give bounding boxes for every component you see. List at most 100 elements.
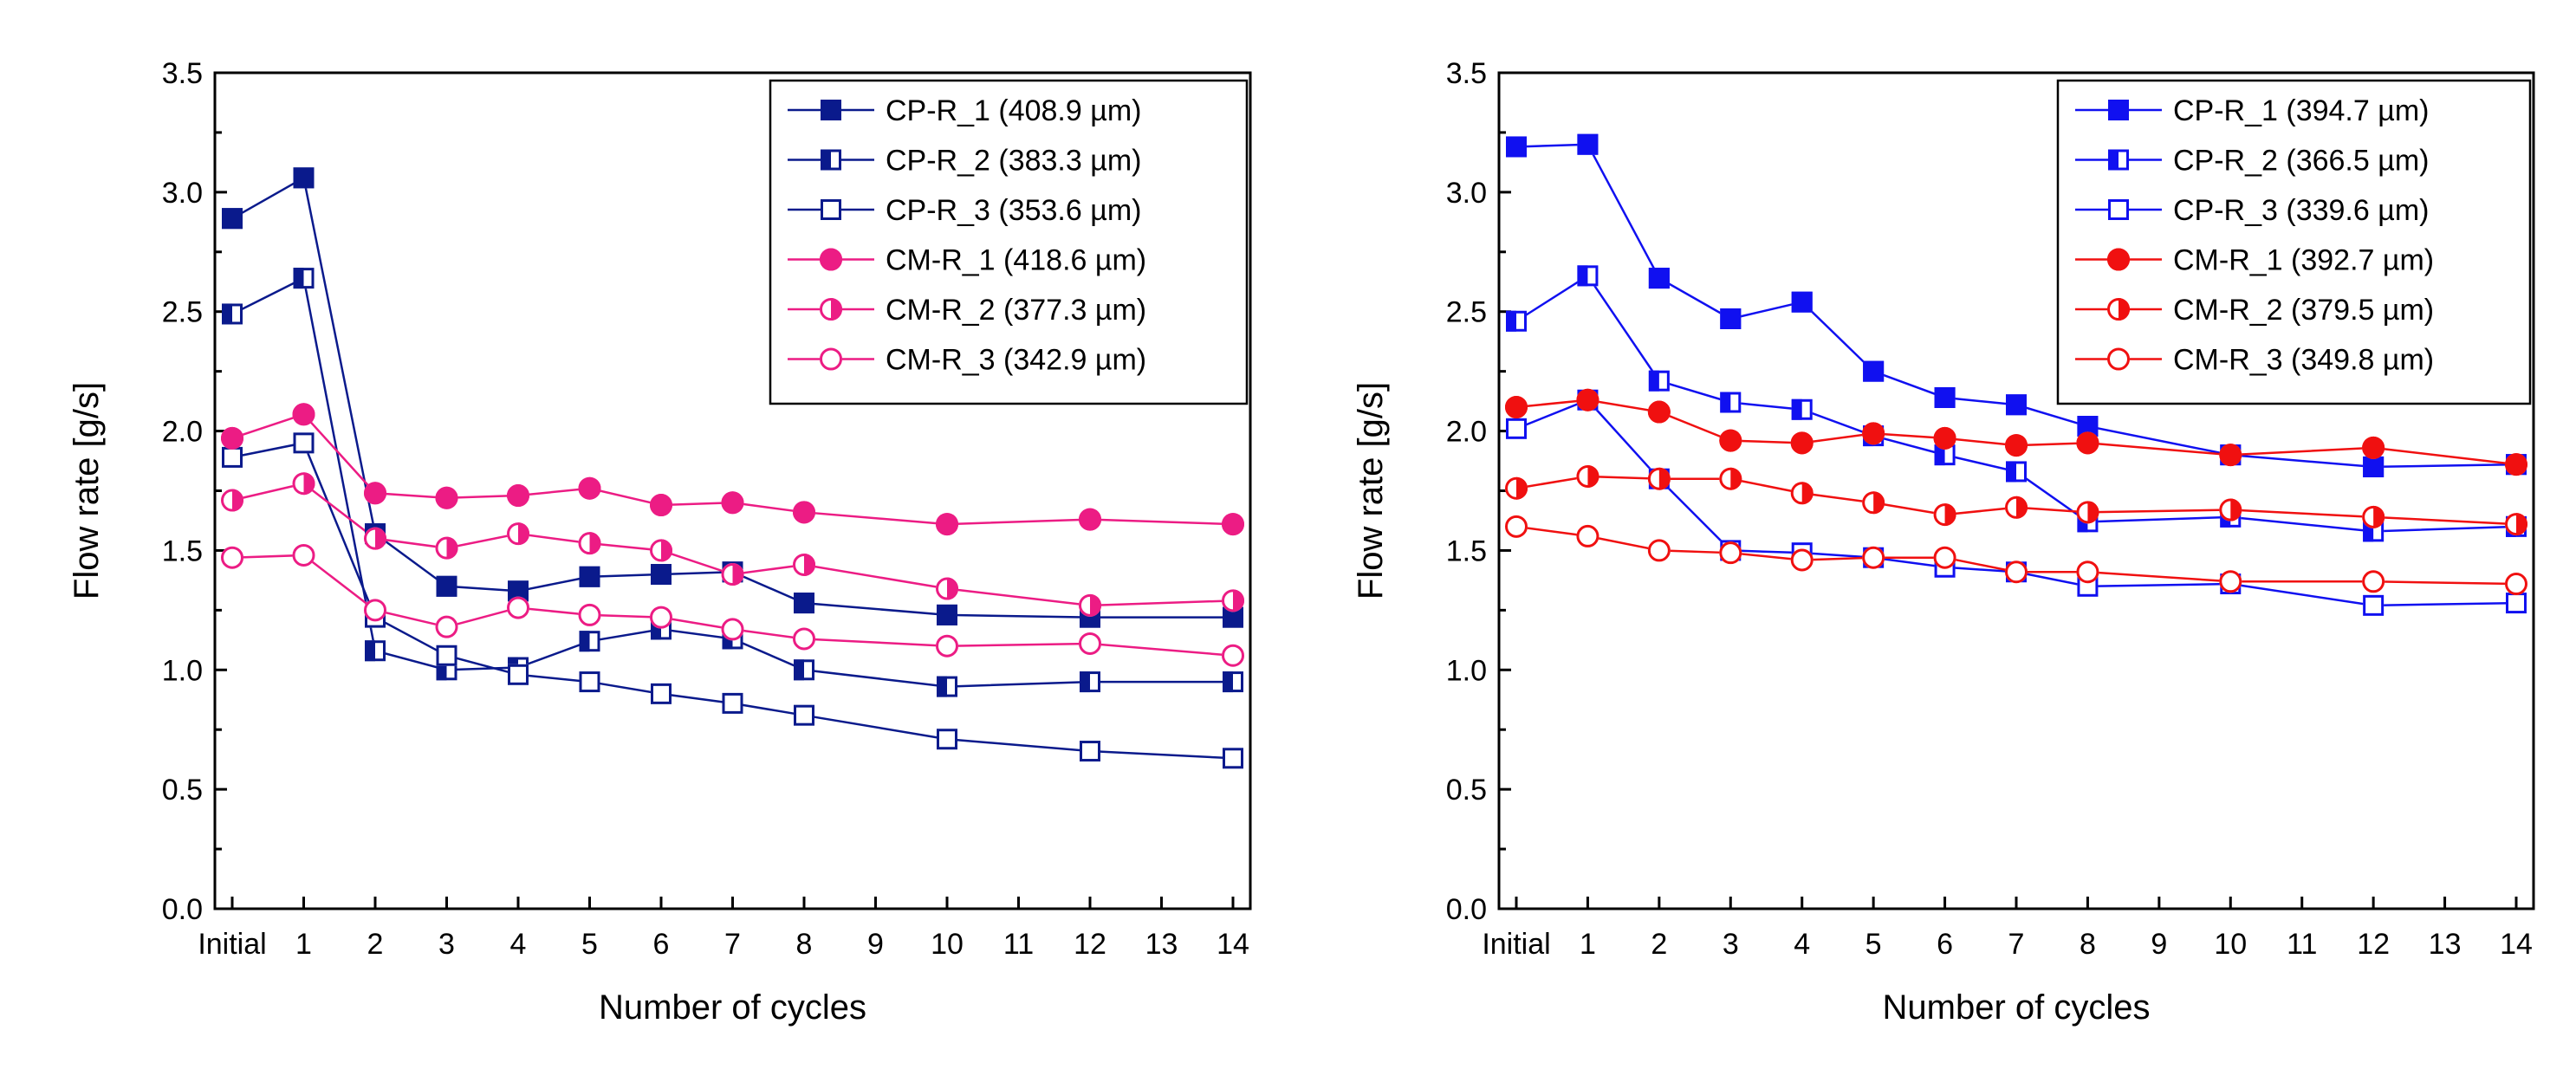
- legend-marker-3-bg: [821, 199, 841, 220]
- data-point-s6-9: [936, 634, 958, 658]
- data-point-s6-1-bg: [292, 543, 315, 567]
- data-point-s5-11: [1222, 589, 1244, 612]
- data-point-s2-9-outline: [937, 676, 957, 697]
- legend-marker-6: [2107, 347, 2130, 371]
- data-point-s4-7-fill: [2005, 434, 2028, 457]
- data-point-s5-8-outline: [2076, 501, 2099, 524]
- x-tick-label: 5: [581, 928, 598, 961]
- data-point-s6-9-outline: [936, 634, 958, 658]
- data-point-s1-2-outline: [1648, 268, 1670, 289]
- data-point-s1-5: [1863, 360, 1885, 382]
- legend-marker-3: [821, 199, 841, 220]
- data-point-s1-6-outline: [651, 564, 672, 585]
- y-tick-label: 3.5: [162, 57, 203, 90]
- x-tick-label: 9: [867, 928, 884, 961]
- data-point-s5-8: [2076, 501, 2099, 524]
- x-tick-label: 2: [367, 928, 384, 961]
- legend-marker-3: [2108, 199, 2129, 220]
- data-point-s6-6-outline: [1933, 546, 1956, 569]
- legend-marker-1: [2108, 100, 2129, 120]
- x-tick-label: 8: [2080, 928, 2096, 961]
- data-point-s4-7-outline: [721, 491, 744, 515]
- data-point-s3-6: [651, 683, 672, 704]
- x-tick-label: 8: [796, 928, 813, 961]
- legend-marker-4-outline: [2107, 248, 2130, 271]
- data-point-s5-2-outline: [1647, 467, 1671, 490]
- data-point-s4-2: [364, 482, 386, 505]
- x-tick-label: 9: [2151, 928, 2167, 961]
- series-line-4: [231, 412, 1234, 526]
- legend-marker-6-outline: [820, 347, 842, 371]
- data-point-s2-0-outline: [1506, 310, 1527, 332]
- data-point-s3-0-bg: [1506, 418, 1527, 439]
- data-point-s1-9-outline: [937, 604, 957, 625]
- data-point-s2-4-outline: [1791, 398, 1813, 420]
- data-point-s5-2: [364, 527, 386, 550]
- data-point-s6-7-outline: [2005, 560, 2028, 584]
- data-point-s1-2-fill: [1648, 268, 1670, 289]
- chart-panel-2: Initial 1 2 3 4 5 6 7 8 9 10 11 12 13 140.00.51.01.52.…: [1352, 57, 2535, 1027]
- data-point-s3-9: [937, 729, 957, 750]
- data-point-s3-0: [222, 446, 243, 468]
- data-point-s5-6-outline: [650, 539, 672, 562]
- data-point-s6-5: [1862, 546, 1885, 569]
- data-point-s6-3-bg: [435, 615, 458, 638]
- legend-marker-1: [821, 100, 841, 120]
- data-point-s6-3: [435, 615, 458, 638]
- x-tick-label: 3: [438, 928, 455, 961]
- data-point-s5-3-outline: [435, 536, 458, 560]
- data-point-s2-1: [1577, 265, 1599, 287]
- data-point-s5-10: [2362, 505, 2385, 528]
- data-point-s6-6-bg: [1933, 546, 1956, 569]
- x-tick-label: 5: [1865, 928, 1882, 961]
- x-tick-label: 2: [1651, 928, 1667, 961]
- data-point-s1-1-fill: [1577, 133, 1599, 155]
- data-point-s2-1: [293, 268, 315, 289]
- data-point-s1-3-outline: [1720, 308, 1742, 329]
- data-point-s6-10-outline: [1079, 632, 1101, 655]
- data-point-s6-4: [1790, 548, 1814, 572]
- data-point-s4-1: [1576, 388, 1599, 411]
- legend-marker-4-fill: [2107, 248, 2130, 271]
- y-tick-label: 0.5: [1446, 774, 1487, 807]
- legend-marker-3-bg: [2108, 199, 2129, 220]
- data-point-s1-4: [1791, 291, 1813, 313]
- data-point-s6-9-bg: [2219, 570, 2242, 593]
- data-point-s6-1-outline: [292, 543, 315, 567]
- data-point-s5-3-outline: [1719, 467, 1742, 490]
- data-point-s6-5-outline: [578, 603, 601, 626]
- data-point-s1-0: [222, 208, 243, 230]
- legend-marker-1-fill: [2108, 100, 2129, 120]
- data-point-s6-3: [1719, 541, 1742, 565]
- data-point-s4-0-outline: [1505, 396, 1528, 418]
- data-point-s5-7-outline: [2005, 496, 2028, 519]
- legend-box: [2056, 79, 2532, 405]
- data-point-s3-4: [508, 664, 529, 685]
- data-point-s4-7-outline: [2005, 434, 2028, 457]
- data-point-s1-5-fill: [1863, 360, 1885, 382]
- data-point-s3-10: [2363, 594, 2385, 616]
- data-point-s4-9-outline: [2219, 444, 2242, 467]
- data-point-s4-10: [2362, 436, 2385, 459]
- y-tick-label: 0.0: [162, 893, 203, 926]
- data-point-s5-1: [1576, 464, 1599, 488]
- data-point-s1-5: [579, 566, 600, 587]
- legend-marker-2: [2108, 149, 2129, 171]
- data-point-s3-5-bg: [579, 671, 600, 693]
- y-tick-label: 2.5: [1446, 296, 1487, 329]
- data-point-s4-1: [292, 403, 315, 426]
- data-point-s6-10: [2362, 570, 2385, 593]
- data-point-s3-6-outline: [651, 683, 672, 704]
- data-point-s1-1-outline: [1577, 133, 1599, 155]
- data-point-s3-4-outline: [508, 664, 529, 685]
- x-tick-label: 14: [1217, 928, 1249, 961]
- data-point-s2-1-outline: [293, 268, 315, 289]
- x-tick-label: 4: [510, 928, 527, 961]
- data-point-s6-7-outline: [721, 618, 744, 641]
- y-tick-label: 1.5: [162, 535, 203, 567]
- data-point-s3-1: [293, 432, 315, 454]
- data-point-s6-8: [2076, 560, 2099, 584]
- data-point-s1-10: [2363, 456, 2385, 477]
- data-point-s1-0-outline: [1506, 136, 1527, 158]
- data-point-s5-8-outline: [793, 553, 815, 576]
